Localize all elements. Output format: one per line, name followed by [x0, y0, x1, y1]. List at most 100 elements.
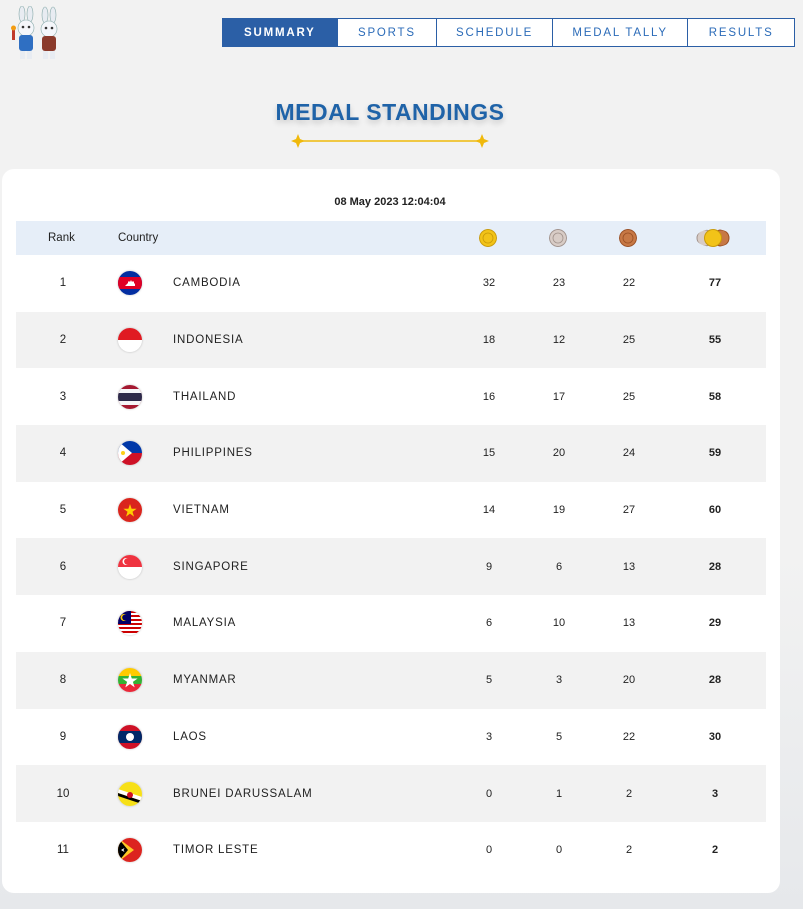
table-row: 3 THAILAND 16 17 25 58	[16, 368, 766, 425]
rank-cell: 6	[59, 560, 67, 573]
total-count: 28	[708, 560, 722, 573]
total-count: 58	[708, 390, 722, 403]
rank-cell: 1	[59, 277, 67, 290]
nav-medal-tally[interactable]: MEDAL TALLY	[553, 19, 689, 46]
table-row: 5 VIETNAM 14 19 27 60	[16, 482, 766, 539]
bronze-count: 13	[622, 560, 636, 573]
total-count: 2	[711, 844, 719, 857]
country-name: VIETNAM	[173, 504, 230, 517]
laos-flag-icon	[118, 724, 142, 749]
silver-medal-icon	[549, 229, 567, 247]
total-count: 29	[708, 617, 722, 630]
silver-count: 6	[555, 560, 563, 573]
rank-cell: 2	[59, 334, 67, 347]
rank-cell: 7	[59, 617, 67, 630]
table-row: 4 PHILIPPINES 15 20 24 59	[16, 425, 766, 482]
table-row: 8 MYANMAR 5 3 20 28	[16, 651, 766, 709]
rank-cell: 9	[59, 730, 67, 743]
bronze-count: 24	[622, 447, 636, 460]
country-name: TIMOR LESTE	[173, 844, 259, 857]
table-row: 10 BRUNEI DARUSSALAM 0 1 2 3	[16, 765, 766, 822]
gold-count: 14	[482, 504, 496, 517]
bronze-count: 2	[625, 844, 633, 857]
silver-count: 19	[552, 504, 566, 517]
rank-cell: 10	[56, 787, 70, 800]
country-name: PHILIPPINES	[173, 447, 253, 460]
silver-count: 17	[552, 390, 566, 403]
gold-count: 18	[482, 334, 496, 347]
bronze-count: 22	[622, 730, 636, 743]
total-medals-icon	[696, 229, 730, 247]
rank-cell: 11	[57, 844, 69, 857]
country-name: BRUNEI DARUSSALAM	[173, 787, 313, 800]
silver-count: 5	[555, 730, 563, 743]
total-count: 3	[711, 787, 719, 800]
header-rank: Rank	[48, 232, 75, 244]
silver-count: 3	[555, 674, 563, 687]
silver-count: 0	[555, 844, 563, 857]
gold-count: 9	[485, 560, 493, 573]
bronze-count: 2	[625, 787, 633, 800]
table-row: 1 CAMBODIA 32 23 22 77	[16, 255, 766, 312]
gold-count: 0	[485, 844, 493, 857]
silver-count: 10	[552, 617, 566, 630]
page-title: MEDAL STANDINGS	[275, 99, 505, 125]
total-count: 59	[708, 447, 722, 460]
bronze-count: 13	[622, 617, 636, 630]
nav-sports[interactable]: SPORTS	[338, 19, 438, 46]
gold-count: 15	[482, 447, 496, 460]
nav-results[interactable]: RESULTS	[708, 26, 774, 39]
total-count: 28	[708, 674, 722, 687]
country-name: LAOS	[173, 730, 207, 743]
myanmar-flag-icon	[118, 668, 142, 693]
bronze-count: 27	[622, 504, 636, 517]
thailand-flag-icon	[118, 384, 142, 409]
rank-cell: 4	[59, 447, 67, 460]
table-header: Rank Country	[16, 221, 766, 255]
gold-count: 16	[482, 390, 496, 403]
table-row: 6 SINGAPORE 9 6 13 28	[16, 538, 766, 596]
country-name: MYANMAR	[173, 674, 237, 687]
gold-count: 5	[485, 674, 493, 687]
last-updated-timestamp: 08 May 2023 12:04:04	[334, 196, 446, 208]
bronze-medal-icon	[619, 229, 637, 247]
country-name: SINGAPORE	[173, 560, 249, 573]
silver-count: 23	[552, 277, 566, 290]
timor-leste-flag-icon	[118, 838, 142, 863]
gold-count: 3	[485, 730, 493, 743]
bronze-count: 22	[622, 277, 636, 290]
mascot-logo	[11, 6, 58, 59]
total-count: 55	[708, 334, 722, 347]
table-row: 11 TIMOR LESTE 0 0 2 2	[16, 822, 766, 879]
silver-count: 12	[552, 334, 566, 347]
bronze-count: 25	[622, 334, 636, 347]
vietnam-flag-icon	[118, 498, 142, 523]
gold-count: 0	[485, 787, 493, 800]
philippines-flag-icon	[118, 441, 142, 466]
table-row: 7 MALAYSIA 6 10 13 29	[16, 595, 766, 652]
main-nav: SUMMARY SPORTS SCHEDULE MEDAL TALLY RESU…	[222, 18, 795, 47]
rank-cell: 3	[59, 390, 67, 403]
rank-cell: 8	[59, 674, 67, 687]
country-name: THAILAND	[173, 390, 237, 403]
nav-schedule[interactable]: SCHEDULE	[437, 19, 553, 46]
gold-count: 32	[482, 277, 496, 290]
country-name: CAMBODIA	[173, 277, 241, 290]
gold-medal-icon	[479, 229, 497, 247]
medal-table-body: 1 CAMBODIA 32 23 22 77 2 INDONESIA 18 12 25 55 3 THAI…	[16, 255, 766, 879]
nav-summary[interactable]: SUMMARY	[223, 19, 338, 46]
gold-count: 6	[485, 617, 493, 630]
silver-count: 1	[555, 787, 563, 800]
singapore-flag-icon	[118, 554, 142, 579]
table-row: 9 LAOS 3 5 22 30	[16, 709, 766, 766]
cambodia-flag-icon	[118, 271, 142, 296]
country-name: MALAYSIA	[173, 617, 237, 630]
title-underline-decoration	[291, 134, 489, 148]
rank-cell: 5	[59, 504, 67, 517]
brunei-flag-icon	[118, 781, 142, 806]
indonesia-flag-icon	[118, 328, 142, 353]
table-row: 2 INDONESIA 18 12 25 55	[16, 311, 766, 369]
total-count: 77	[708, 277, 722, 290]
header-country: Country	[118, 232, 159, 244]
silver-count: 20	[552, 447, 566, 460]
